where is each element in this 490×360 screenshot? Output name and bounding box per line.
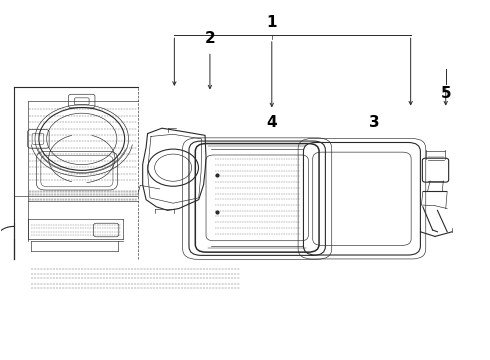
- Text: 3: 3: [369, 115, 379, 130]
- Text: 2: 2: [204, 31, 215, 46]
- Text: 5: 5: [441, 86, 451, 102]
- Text: 4: 4: [267, 115, 277, 130]
- Text: 1: 1: [267, 15, 277, 30]
